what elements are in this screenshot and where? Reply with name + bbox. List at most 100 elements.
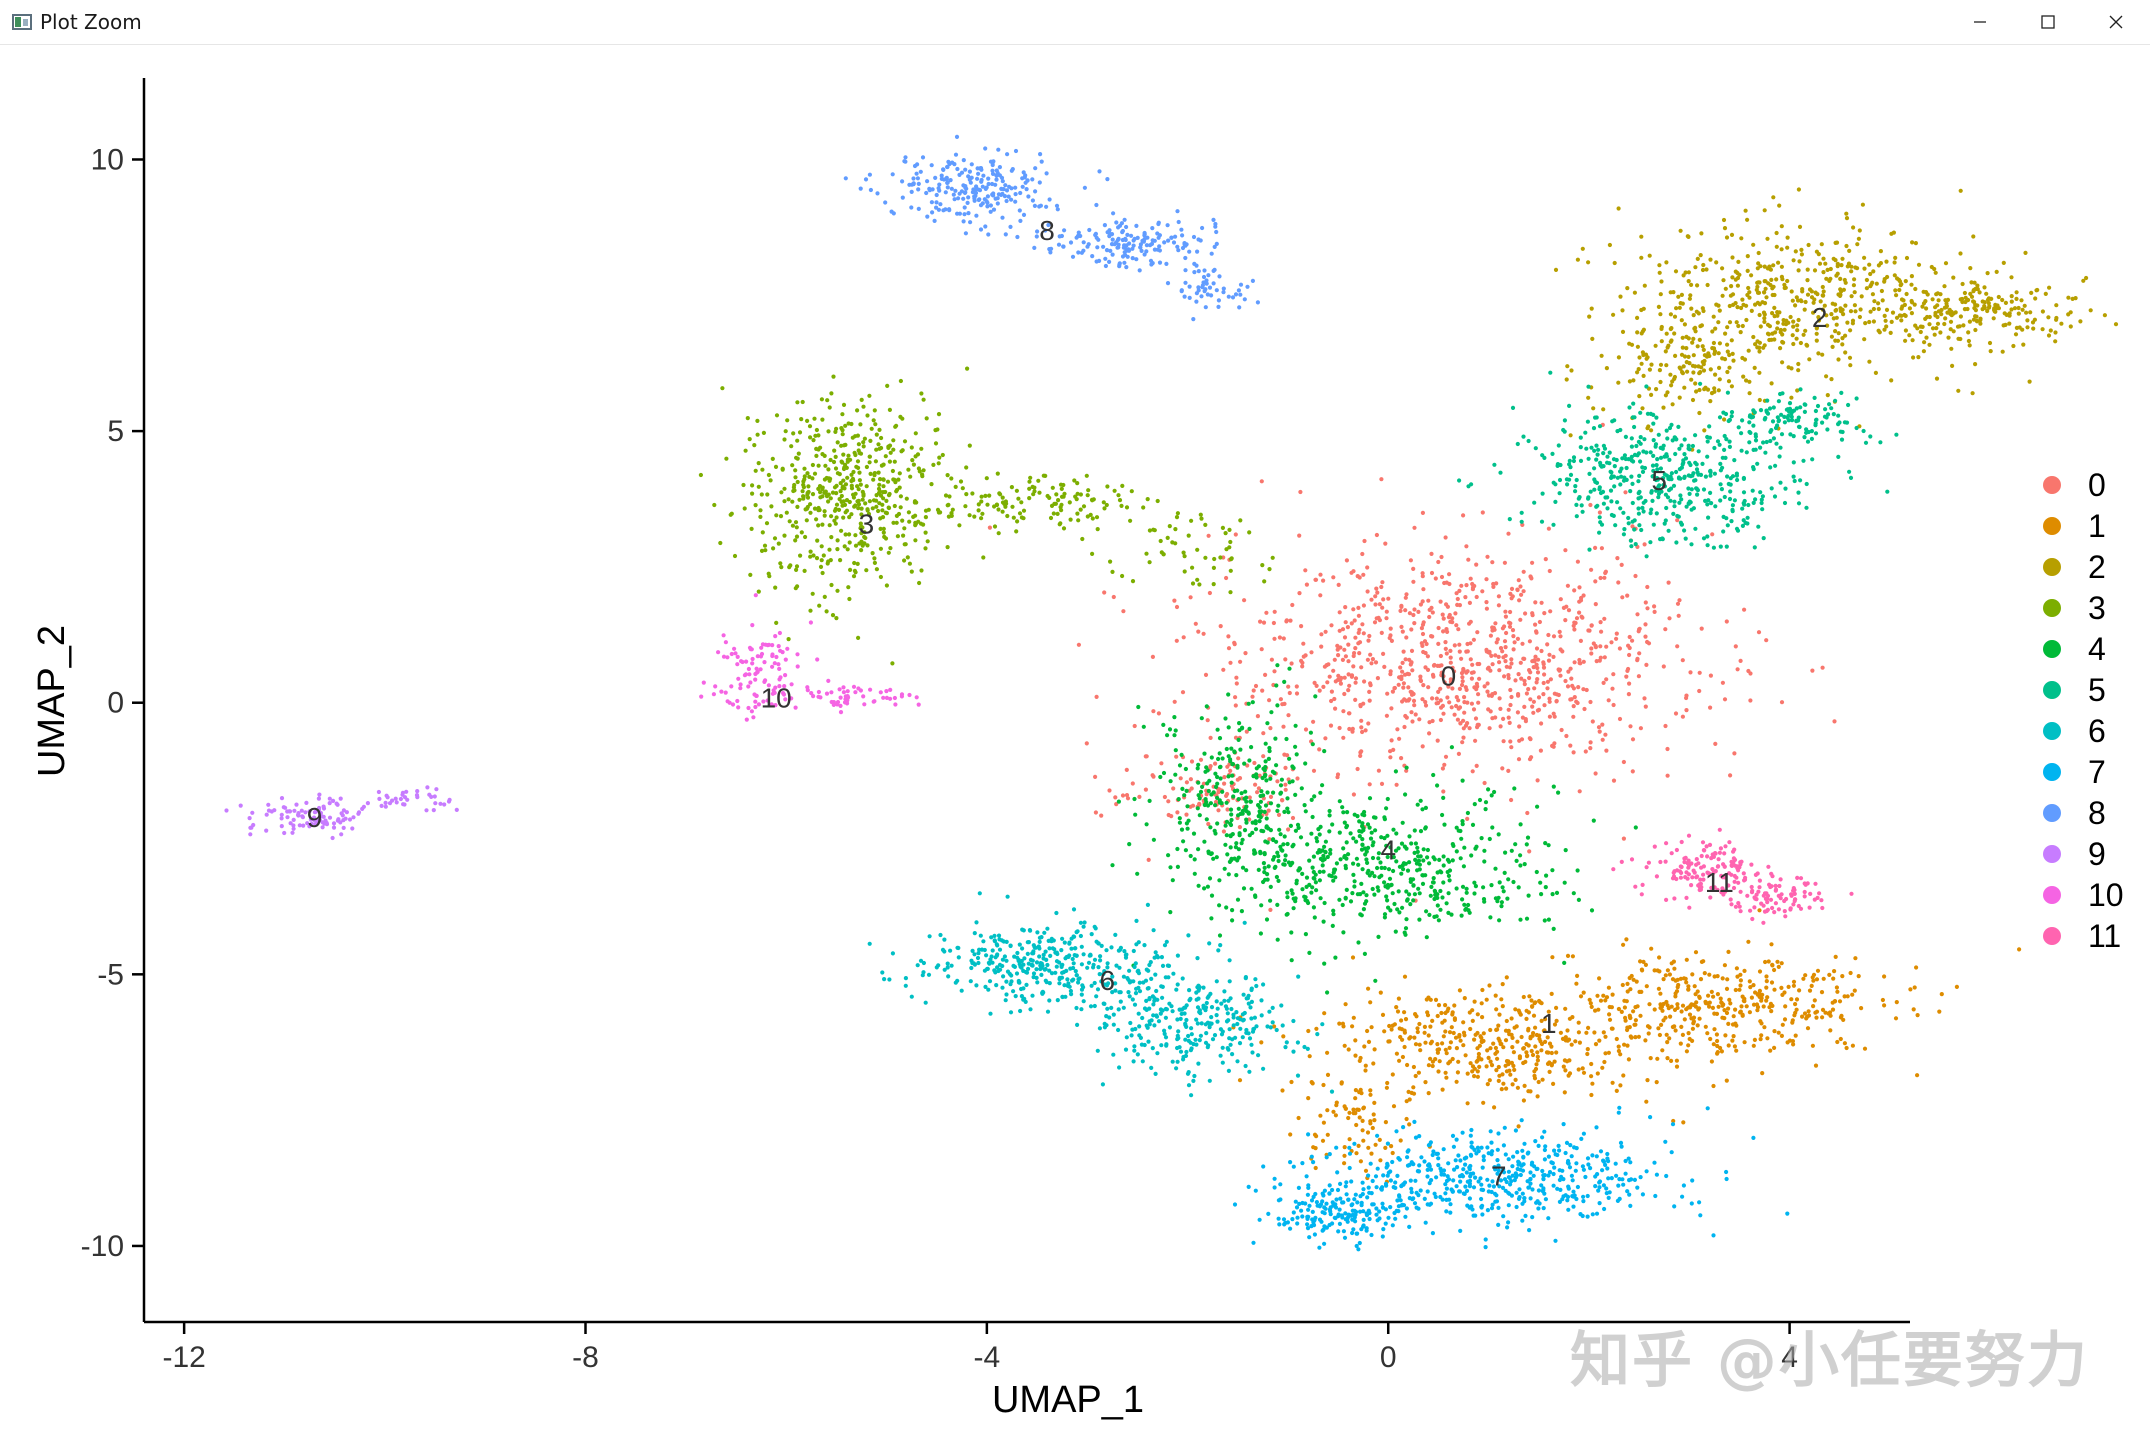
cell-point [1589, 651, 1594, 656]
cell-point [1264, 778, 1269, 783]
cell-point [1782, 282, 1787, 287]
cell-point [1275, 663, 1280, 668]
cell-point [1718, 544, 1723, 549]
cell-point [1498, 470, 1503, 475]
cell-point [1622, 998, 1627, 1003]
cell-point [1924, 306, 1929, 311]
cell-point [1972, 280, 1977, 285]
cell-point [1459, 671, 1465, 676]
cell-point [2013, 332, 2019, 337]
cell-point [1903, 313, 1908, 318]
cell-point [1263, 839, 1268, 844]
cell-point [759, 548, 765, 553]
cell-point [1421, 587, 1426, 592]
cell-point [1281, 724, 1286, 729]
minimize-button[interactable] [1946, 0, 2014, 44]
cell-point [1515, 587, 1520, 593]
cell-point [1360, 551, 1365, 557]
cell-point [1205, 884, 1210, 889]
cell-point [1523, 611, 1528, 616]
cell-point [1519, 510, 1524, 515]
cell-point [1361, 603, 1366, 608]
cell-point [1777, 310, 1782, 315]
cell-point [1598, 998, 1604, 1003]
cell-point [1823, 407, 1828, 412]
cell-point [1363, 1068, 1368, 1073]
cell-point [1732, 458, 1737, 463]
cell-point [855, 408, 860, 413]
cell-point [1857, 314, 1862, 320]
cell-point [1383, 884, 1388, 889]
cell-point [1460, 778, 1465, 783]
cell-point [1656, 1026, 1661, 1031]
cell-point [829, 582, 834, 588]
cell-point [1244, 729, 1249, 734]
cell-point [1691, 1002, 1696, 1008]
cell-point [1703, 1024, 1708, 1029]
cell-point [1230, 773, 1235, 778]
cell-point [1401, 685, 1406, 690]
cell-point [1640, 406, 1645, 411]
cell-point [852, 560, 857, 566]
cell-point [886, 493, 892, 498]
cell-point [1407, 697, 1412, 702]
cell-point [1428, 893, 1433, 898]
cell-point [1470, 587, 1475, 592]
cell-point [1475, 630, 1480, 635]
cell-point [1337, 725, 1342, 731]
cell-point [1244, 817, 1249, 822]
cell-point [1441, 711, 1446, 716]
cell-point [1730, 275, 1735, 280]
cell-point [1275, 937, 1280, 942]
cell-point [1616, 580, 1621, 585]
cell-point [1673, 435, 1678, 440]
cell-point [1396, 996, 1401, 1001]
cell-point [873, 422, 878, 427]
maximize-button[interactable] [2014, 0, 2082, 44]
cell-point [1294, 881, 1299, 886]
cell-point [843, 482, 849, 487]
cell-point [1668, 312, 1673, 317]
cell-point [2000, 349, 2005, 354]
cell-point [764, 521, 770, 526]
cell-point [1791, 460, 1796, 465]
cell-point [1701, 959, 1706, 964]
cell-point [1809, 295, 1815, 300]
cell-point [1242, 828, 1248, 833]
cell-point [1274, 839, 1279, 844]
cell-point [1649, 392, 1654, 397]
cell-point [1714, 1032, 1719, 1037]
cell-point [1522, 862, 1527, 867]
cell-point [2054, 303, 2059, 308]
cell-point [1806, 1009, 1811, 1014]
cell-point [1652, 604, 1657, 609]
cell-point [1230, 762, 1236, 767]
cell-point [1441, 1034, 1446, 1039]
cell-point [1348, 831, 1353, 836]
cell-point [826, 476, 832, 481]
cell-point [1795, 323, 1800, 328]
close-button[interactable] [2082, 0, 2150, 44]
cell-point [1062, 491, 1067, 496]
cell-point [1356, 862, 1361, 867]
cell-point [1604, 995, 1610, 1000]
cell-point [1426, 1033, 1431, 1038]
cell-point [1322, 844, 1327, 849]
cell-point [911, 462, 917, 467]
cell-point [1343, 866, 1348, 871]
cell-point [1262, 852, 1267, 857]
cell-point [1477, 797, 1483, 803]
cell-point [1081, 504, 1087, 509]
cell-point [1281, 1034, 1286, 1039]
cell-point [1792, 478, 1797, 484]
cell-point [1688, 462, 1693, 468]
cell-point [949, 513, 954, 518]
cell-point [1420, 599, 1425, 604]
cell-point [1598, 655, 1603, 660]
cell-point [1755, 339, 1760, 344]
cell-point [1005, 513, 1010, 519]
cell-point [1675, 601, 1681, 606]
cell-point [1995, 303, 2000, 308]
cell-point [1595, 452, 1600, 457]
cell-point [1589, 1061, 1594, 1067]
